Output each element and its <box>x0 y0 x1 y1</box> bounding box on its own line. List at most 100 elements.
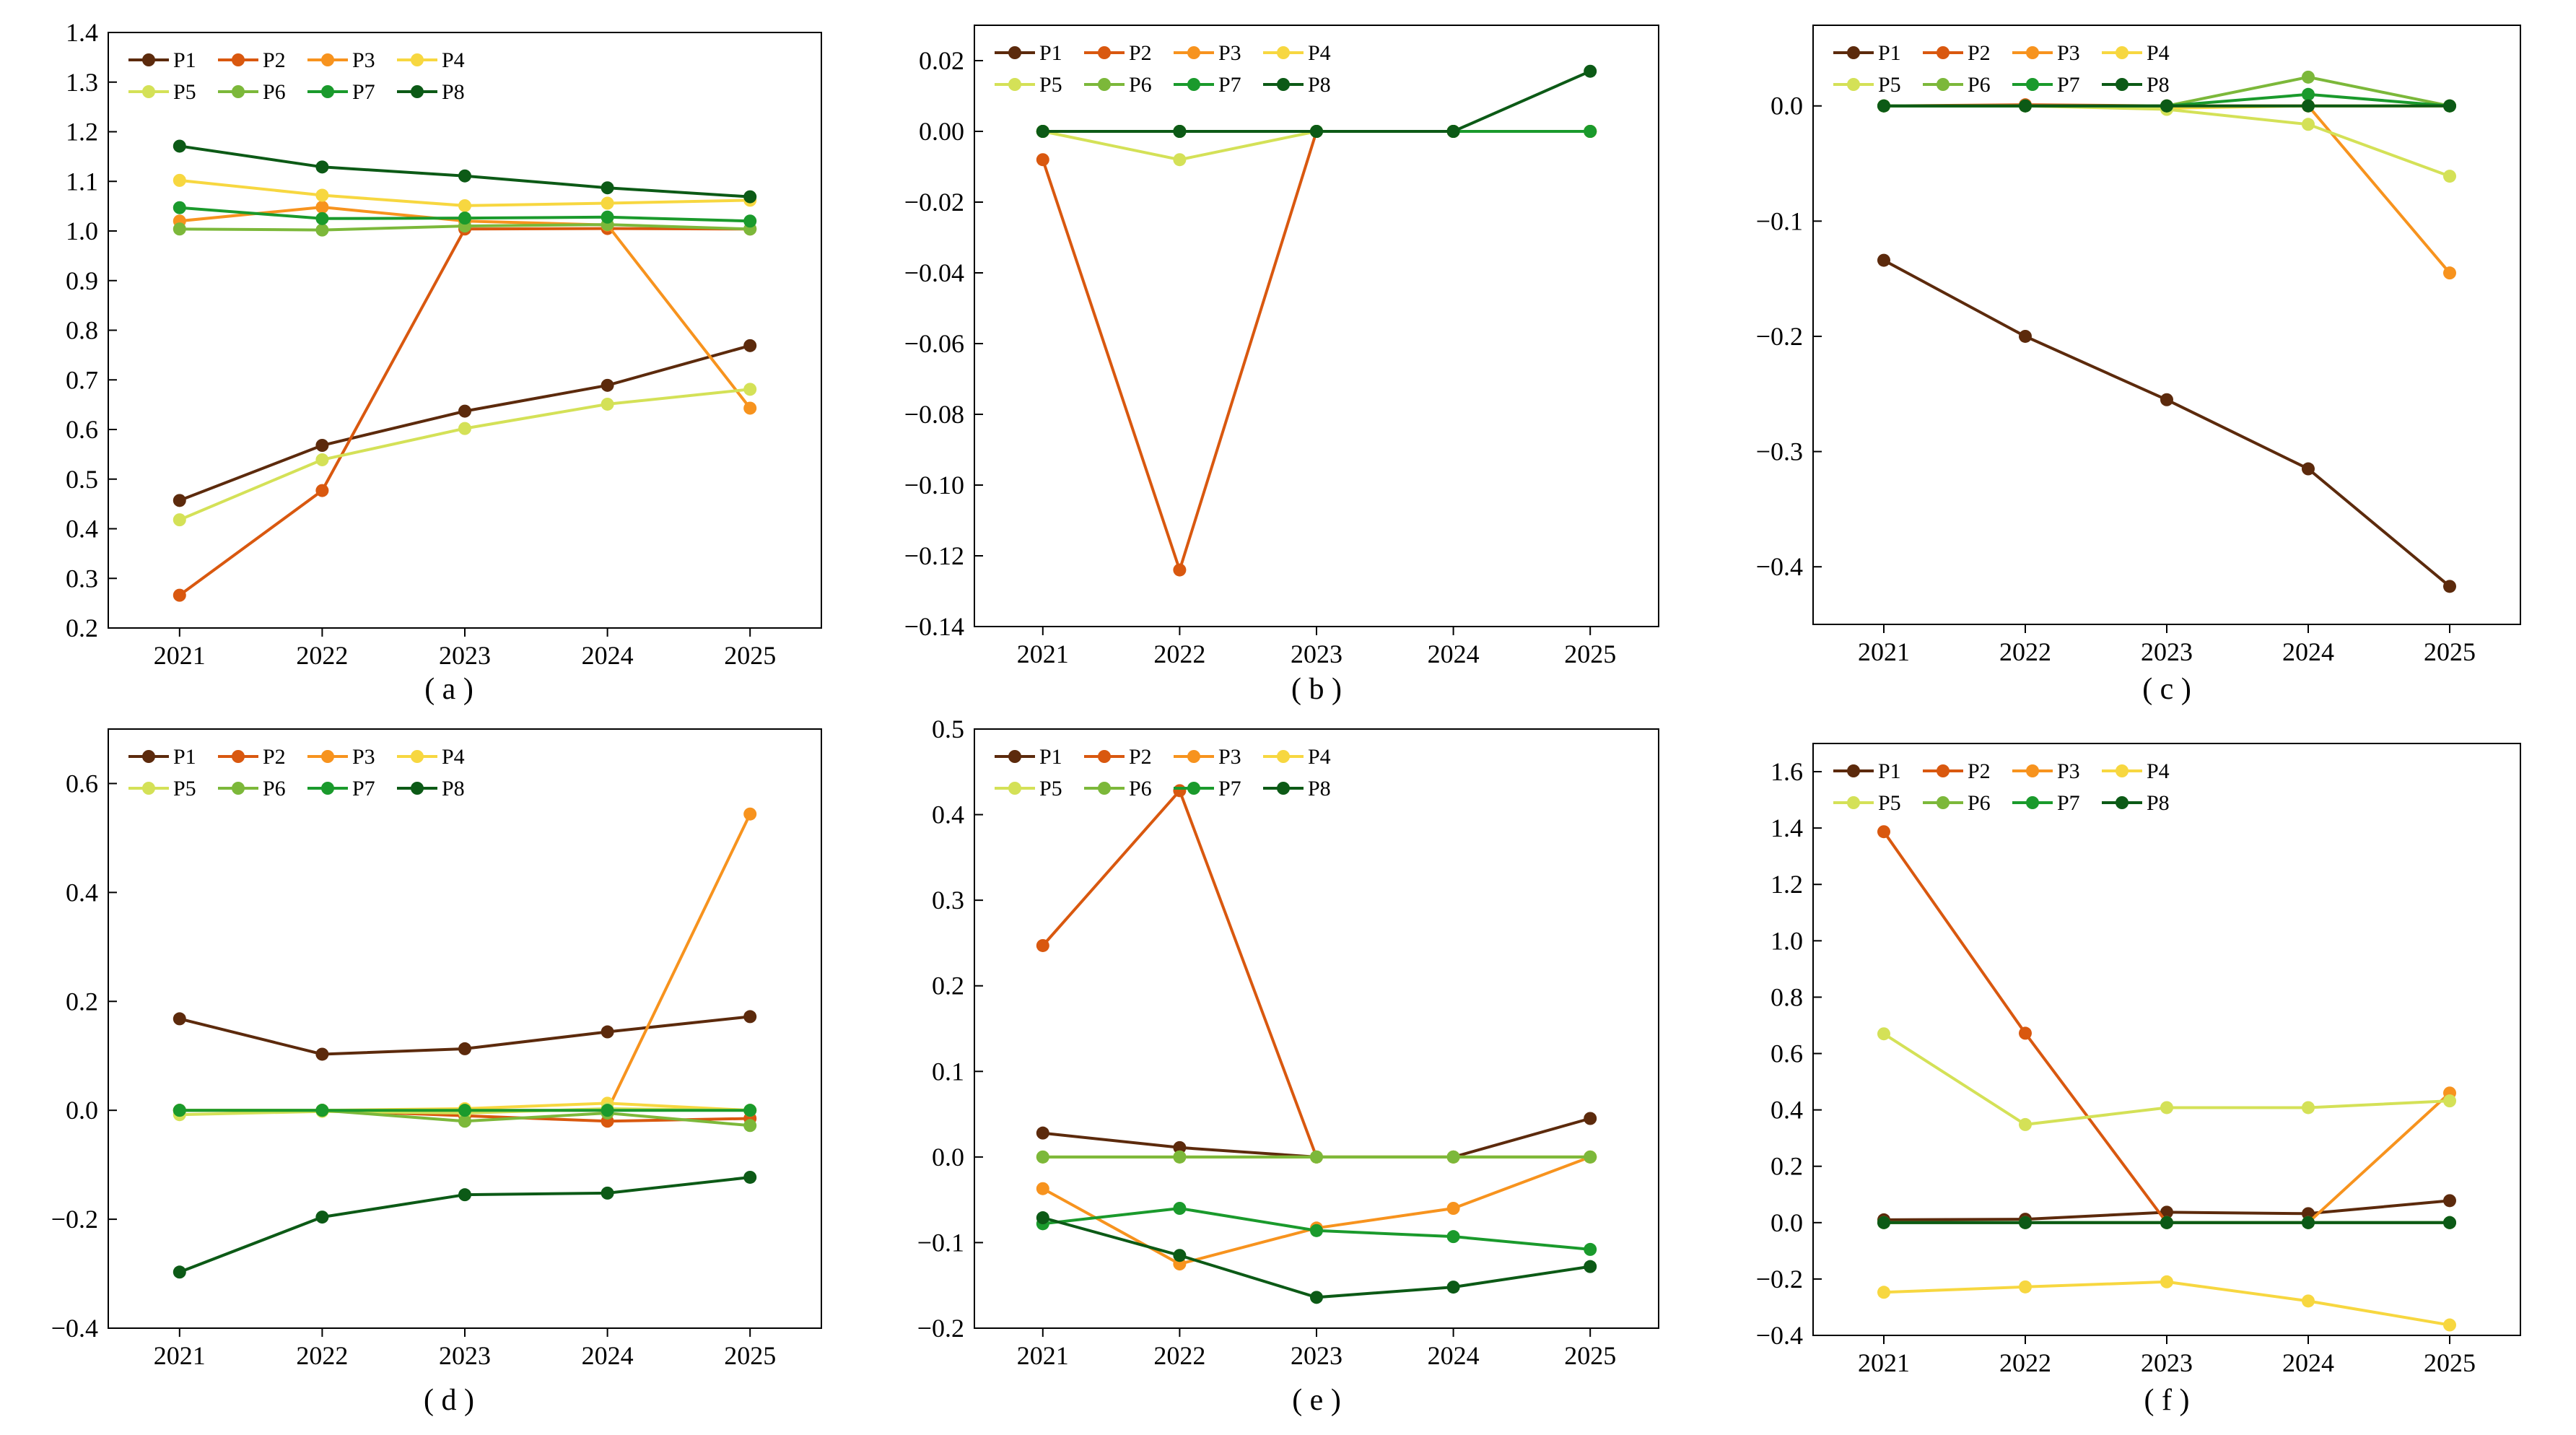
legend-label-P1: P1 <box>1878 41 1901 65</box>
legend-label-P8: P8 <box>1308 73 1331 97</box>
legend-label-P5: P5 <box>173 80 196 104</box>
x-tick-label: 2022 <box>1999 637 2051 666</box>
legend-marker-P8 <box>411 782 424 795</box>
x-tick-label: 2021 <box>154 1341 206 1370</box>
data-point-P6-2021 <box>173 222 186 236</box>
legend-label-P3: P3 <box>2057 759 2080 783</box>
y-tick-label: 0.8 <box>1771 982 1803 1011</box>
data-point-P1-2025 <box>2443 1194 2456 1208</box>
y-tick-label: −0.4 <box>51 1314 98 1343</box>
y-tick-label: 0.6 <box>66 769 98 798</box>
y-tick-label: 1.0 <box>66 217 98 245</box>
data-point-P8-2022 <box>315 160 329 174</box>
legend-marker-P4 <box>2116 46 2129 59</box>
legend-label-P2: P2 <box>1129 745 1152 769</box>
legend-marker-P7 <box>2026 796 2039 809</box>
x-tick-label: 2023 <box>439 1341 491 1370</box>
data-point-P1-2022 <box>2019 329 2032 343</box>
data-point-P6-2025 <box>1584 1150 1597 1164</box>
data-point-P8-2025 <box>2443 1216 2456 1229</box>
x-tick-label: 2022 <box>1153 640 1205 668</box>
data-point-P3-2021 <box>1036 1182 1049 1195</box>
y-tick-label: 1.3 <box>66 68 98 97</box>
y-tick-label: −0.08 <box>904 400 964 429</box>
y-tick-label: 1.6 <box>1771 757 1803 786</box>
legend: P1 P2 P3 P4 P5 P6 P7 P8 <box>995 41 1331 97</box>
legend-label-P5: P5 <box>1878 791 1901 815</box>
data-point-P1-2023 <box>458 1042 471 1055</box>
y-tick-label: 1.2 <box>1771 870 1803 899</box>
series-P8 <box>1877 1216 2456 1229</box>
series-line-P2 <box>1042 788 1591 1159</box>
legend-marker-P4 <box>1277 750 1290 763</box>
legend: P1 P2 P3 P4 P5 P6 P7 P8 <box>128 48 465 104</box>
series-line-P1 <box>1883 258 2451 588</box>
y-tick-label: 0.5 <box>932 715 964 743</box>
y-tick-label: −0.14 <box>904 612 964 641</box>
data-point-P8-2024 <box>601 181 614 195</box>
legend-marker-P1 <box>1847 46 1860 59</box>
panel-label: ( c ) <box>2142 673 2191 706</box>
data-point-P6-2021 <box>1036 1150 1049 1164</box>
legend-label-P7: P7 <box>1218 73 1241 97</box>
legend-marker-P8 <box>2116 796 2129 809</box>
data-point-P8-2023 <box>458 1188 471 1202</box>
legend-marker-P5 <box>1008 782 1021 795</box>
legend-marker-P2 <box>1098 750 1111 763</box>
legend-label-P3: P3 <box>352 745 375 769</box>
panel-label: ( b ) <box>1291 673 1342 706</box>
x-tick-label: 2024 <box>582 641 634 670</box>
series-P7 <box>173 1104 757 1117</box>
data-point-P8-2021 <box>1877 99 1890 113</box>
legend-label-P6: P6 <box>263 80 286 104</box>
data-point-P2-2022 <box>315 484 329 497</box>
data-point-P5-2025 <box>743 383 757 396</box>
data-point-P8-2022 <box>1173 1249 1187 1262</box>
legend-marker-P1 <box>142 53 155 66</box>
y-tick-label: 0.3 <box>932 886 964 915</box>
data-point-P8-2022 <box>2019 1216 2032 1229</box>
data-point-P8-2023 <box>2160 99 2173 113</box>
series-P7 <box>1036 1202 1597 1256</box>
x-tick-label: 2021 <box>1858 637 1910 666</box>
legend-label-P5: P5 <box>1039 73 1062 97</box>
data-point-P6-2023 <box>458 1115 471 1128</box>
data-point-P8-2023 <box>1310 125 1323 138</box>
legend-marker-P7 <box>1187 78 1200 91</box>
data-point-P7-2022 <box>1173 1202 1187 1215</box>
legend-marker-P4 <box>411 750 424 763</box>
data-point-P5-2021 <box>173 513 186 527</box>
x-tick-label: 2025 <box>724 1341 776 1370</box>
data-point-P7-2025 <box>743 1104 757 1117</box>
legend-marker-P3 <box>321 750 334 763</box>
y-tick-label: 1.4 <box>66 18 98 47</box>
x-tick-label: 2021 <box>1858 1348 1910 1377</box>
chart-panel-0: 0.2 0.3 0.4 0.5 0.6 0.7 0.8 0.9 1.0 1.1 1.2 1.3 1.4 2… <box>66 18 822 706</box>
panel-label: ( d ) <box>424 1384 474 1417</box>
x-tick-label: 2022 <box>1999 1348 2051 1377</box>
legend-marker-P1 <box>142 750 155 763</box>
legend-marker-P7 <box>321 782 334 795</box>
legend-label-P8: P8 <box>2147 791 2170 815</box>
legend-marker-P2 <box>232 750 245 763</box>
x-tick-label: 2023 <box>2141 1348 2193 1377</box>
legend-marker-P8 <box>411 85 424 98</box>
data-point-P1-2021 <box>1877 253 1890 267</box>
x-tick-label: 2024 <box>1428 1341 1480 1370</box>
y-tick-label: −0.1 <box>1756 206 1803 235</box>
data-point-P4-2021 <box>1877 1286 1890 1299</box>
legend-label-P7: P7 <box>352 80 375 104</box>
data-point-P7-2023 <box>1310 1224 1323 1237</box>
data-point-P7-2022 <box>315 1104 329 1117</box>
y-tick-label: −0.4 <box>1756 1321 1803 1350</box>
x-tick-label: 2025 <box>2424 637 2476 666</box>
series-P7 <box>173 201 757 228</box>
series-line-P3 <box>1042 1156 1591 1266</box>
legend-label-P1: P1 <box>173 745 196 769</box>
data-point-P6-2025 <box>743 1119 757 1133</box>
series-P8 <box>173 1170 757 1279</box>
data-point-P1-2025 <box>743 1010 757 1024</box>
data-point-P1-2025 <box>1584 1112 1597 1125</box>
data-point-P5-2024 <box>2302 1101 2315 1115</box>
legend-label-P4: P4 <box>442 48 465 72</box>
